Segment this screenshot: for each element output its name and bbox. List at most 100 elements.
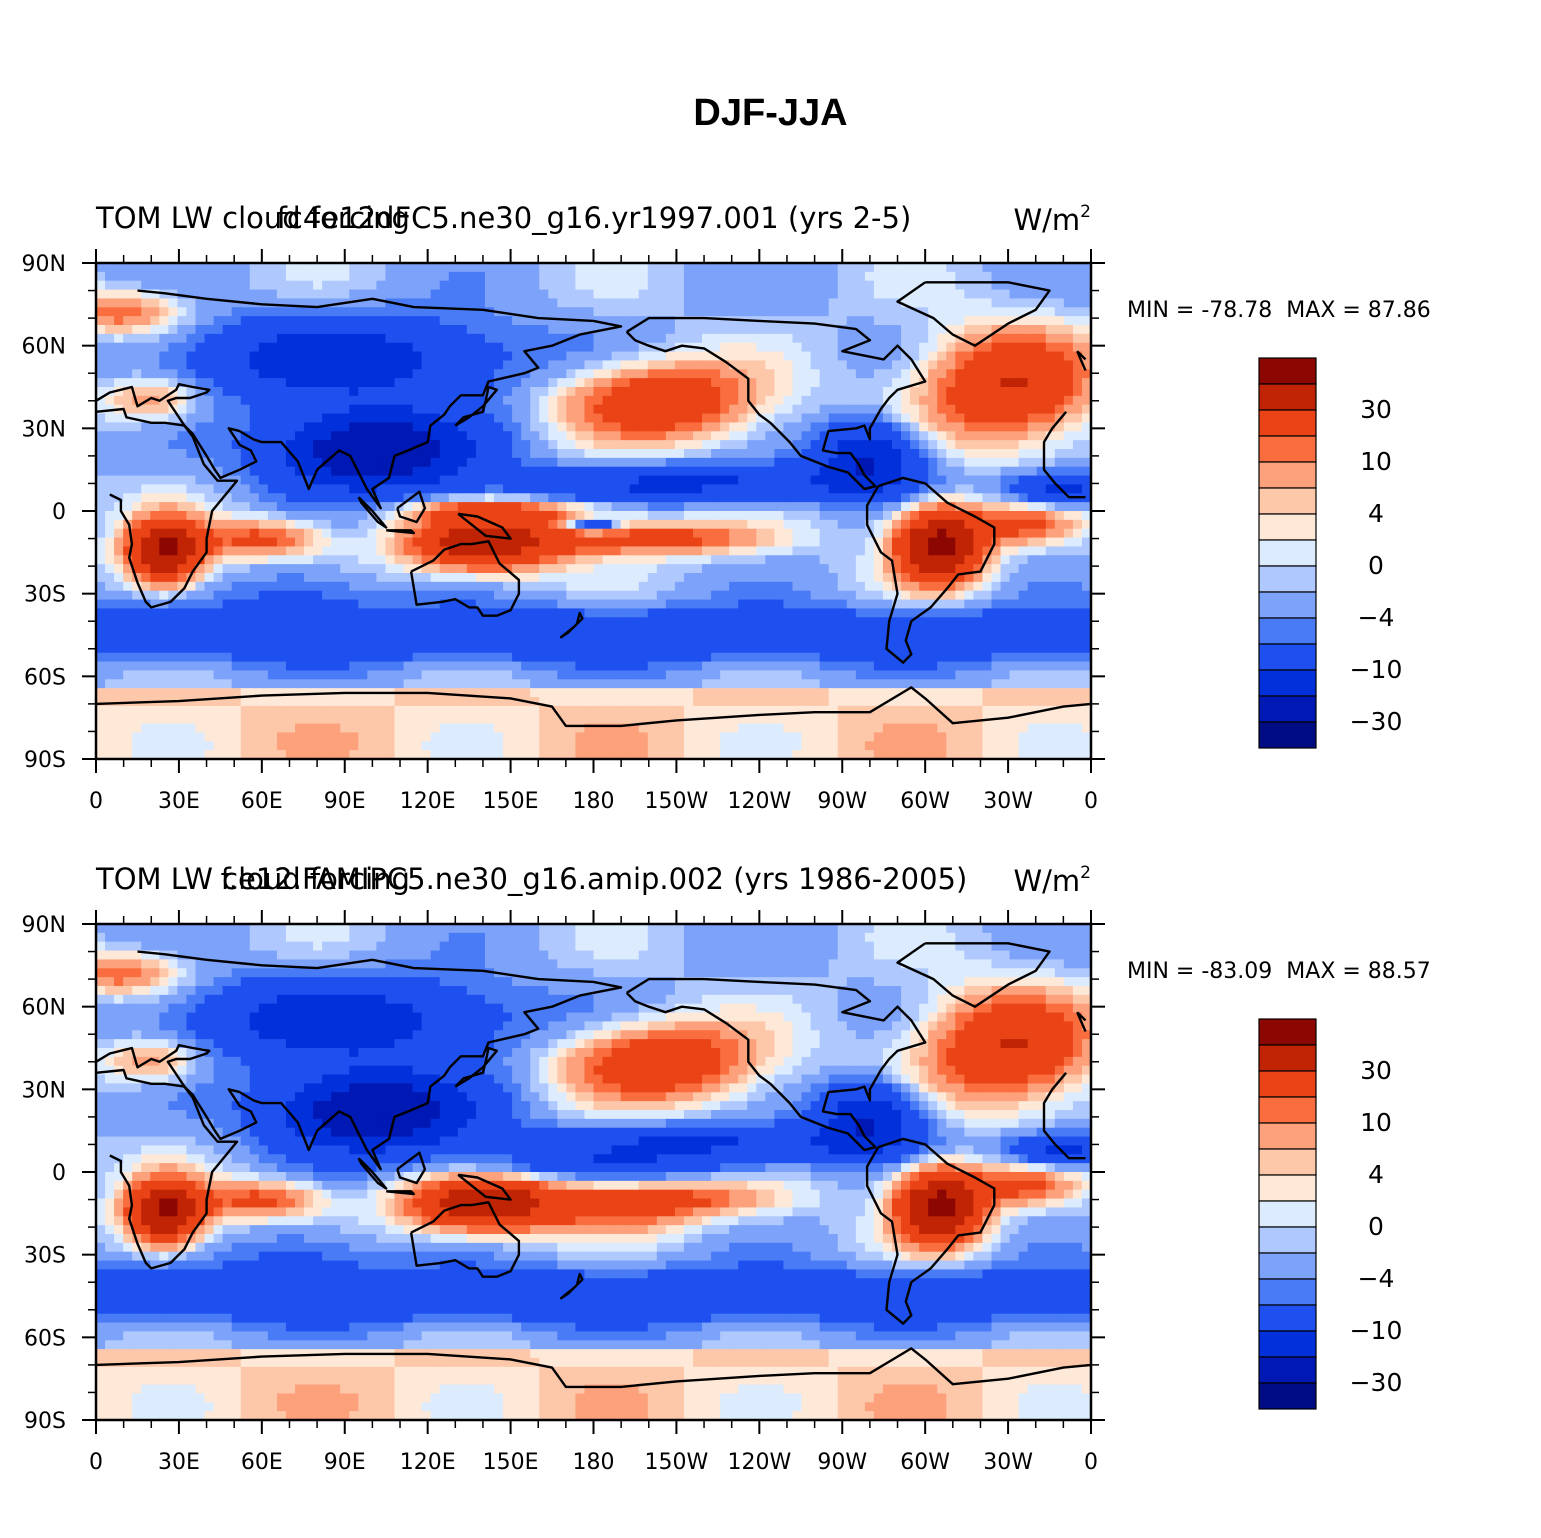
field-cell <box>991 652 1002 663</box>
field-cell <box>376 617 387 627</box>
field-cell <box>394 661 405 672</box>
field-cell <box>1072 431 1083 441</box>
field-cell <box>964 466 975 477</box>
field-cell <box>222 395 233 406</box>
field-cell <box>1054 502 1065 512</box>
field-cell <box>638 298 649 308</box>
field-cell <box>892 457 902 468</box>
field-cell <box>855 573 866 583</box>
field-cell <box>322 590 332 601</box>
field-cell <box>1018 360 1029 370</box>
field-cell <box>1045 537 1056 548</box>
field-cell <box>738 263 748 273</box>
field-cell <box>810 342 821 353</box>
field-cell <box>475 511 486 521</box>
field-cell <box>557 342 567 353</box>
field-cell <box>819 307 830 317</box>
field-cell <box>168 555 179 565</box>
field-cell <box>1072 466 1083 477</box>
field-cell <box>539 449 549 459</box>
field-cell <box>955 555 965 565</box>
field-cell <box>403 263 414 273</box>
field-cell <box>304 457 314 468</box>
field-cell <box>430 395 441 406</box>
field-cell <box>304 484 314 494</box>
field-cell <box>1054 422 1065 432</box>
field-cell <box>385 652 396 663</box>
field-cell <box>783 475 794 486</box>
field-cell <box>213 599 224 610</box>
field-cell <box>412 387 423 397</box>
field-cell <box>340 431 350 441</box>
field-cell <box>484 413 495 424</box>
field-cell <box>946 369 956 379</box>
field-cell <box>394 289 405 300</box>
field-cell <box>457 581 468 592</box>
field-cell <box>919 325 929 335</box>
field-cell <box>512 307 522 317</box>
field-cell <box>367 537 378 548</box>
field-cell <box>647 404 658 415</box>
field-cell <box>1018 271 1029 282</box>
field-cell <box>964 325 975 335</box>
field-cell <box>973 333 984 344</box>
field-cell <box>123 369 133 379</box>
field-cell <box>385 573 396 583</box>
field-cell <box>702 263 712 273</box>
field-cell <box>919 440 929 450</box>
field-cell <box>1063 457 1074 468</box>
field-cell <box>828 431 839 441</box>
field-cell <box>629 307 640 317</box>
field-cell <box>412 413 423 424</box>
field-cell <box>774 263 785 273</box>
field-cell <box>928 652 938 663</box>
field-cell <box>828 342 839 353</box>
field-cell <box>910 413 920 424</box>
field-cell <box>720 404 730 415</box>
field-cell <box>1036 546 1047 556</box>
field-cell <box>295 573 305 583</box>
field-cell <box>385 528 396 539</box>
field-cell <box>439 519 450 530</box>
field-cell <box>593 431 604 441</box>
field-cell <box>394 333 405 344</box>
field-cell <box>367 457 378 468</box>
field-cell <box>141 440 151 450</box>
field-cell <box>231 590 242 601</box>
field-cell <box>1063 466 1074 477</box>
field-cell <box>738 502 748 512</box>
field-cell <box>475 351 486 362</box>
field-cell <box>340 617 350 627</box>
field-cell <box>801 502 812 512</box>
field-cell <box>837 387 848 397</box>
field-cell <box>267 599 278 610</box>
field-cell <box>331 404 341 415</box>
field-cell <box>177 519 188 530</box>
field-cell <box>620 466 631 477</box>
field-cell <box>412 457 423 468</box>
field-cell <box>114 635 124 645</box>
field-cell <box>457 360 468 370</box>
field-cell <box>566 280 577 291</box>
field-cell <box>584 307 595 317</box>
field-cell <box>141 333 151 344</box>
field-cell <box>747 387 757 397</box>
field-cell <box>575 590 586 601</box>
field-cell <box>403 661 414 672</box>
field-cell <box>711 440 721 450</box>
field-cell <box>430 484 441 494</box>
field-cell <box>340 342 350 353</box>
field-cell <box>819 652 830 663</box>
field-cell <box>132 280 142 291</box>
field-cell <box>494 519 504 530</box>
field-cell <box>331 325 341 335</box>
field-cell <box>521 590 531 601</box>
field-cell <box>656 484 667 494</box>
field-cell <box>801 511 812 521</box>
field-cell <box>702 511 712 521</box>
field-cell <box>665 626 676 636</box>
field-cell <box>503 280 513 291</box>
field-cell <box>258 457 269 468</box>
field-cell <box>367 449 378 459</box>
field-cell <box>557 413 567 424</box>
